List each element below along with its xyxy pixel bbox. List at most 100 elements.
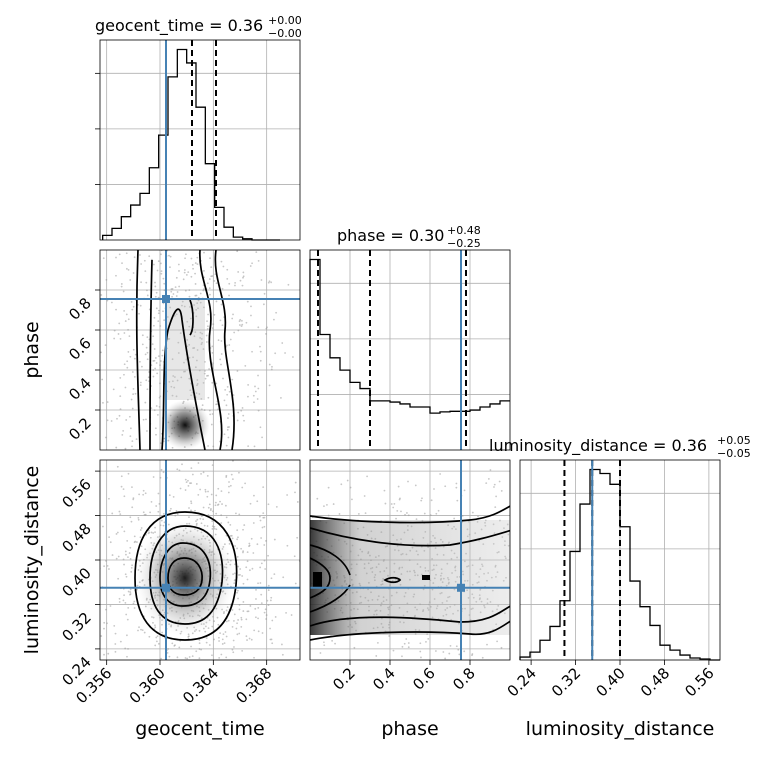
sample-point <box>190 509 192 512</box>
sample-point <box>121 262 123 264</box>
sample-point <box>177 352 180 354</box>
sample-point <box>220 653 223 656</box>
sample-point <box>302 570 304 572</box>
sample-point <box>105 451 107 453</box>
sample-point <box>203 372 206 375</box>
sample-point <box>184 657 187 659</box>
sample-point <box>260 562 263 565</box>
sample-point <box>249 244 251 246</box>
sample-point <box>171 642 174 645</box>
sample-point <box>90 440 92 442</box>
sample-point <box>254 611 256 613</box>
sample-point <box>172 206 174 208</box>
sample-point <box>458 662 460 664</box>
sample-point <box>250 305 252 308</box>
sample-point <box>114 632 117 635</box>
sample-point <box>253 656 255 659</box>
sample-point <box>132 497 135 499</box>
sample-point <box>545 670 547 672</box>
sample-point <box>219 632 222 634</box>
sample-point <box>148 223 150 225</box>
sample-point <box>231 457 233 459</box>
sample-point <box>95 269 97 271</box>
sample-point <box>200 515 203 517</box>
sample-point <box>212 510 214 513</box>
sample-point <box>158 396 161 399</box>
sample-point <box>292 356 294 358</box>
sample-point <box>189 672 191 674</box>
sample-point <box>243 209 245 211</box>
sample-point <box>155 307 158 310</box>
sample-point <box>243 568 245 570</box>
sample-point <box>115 308 117 311</box>
sample-point <box>187 502 189 504</box>
sample-point <box>180 151 182 153</box>
sample-point <box>257 630 260 633</box>
sample-point <box>273 525 275 527</box>
sample-point <box>512 548 514 550</box>
sample-point <box>323 644 326 647</box>
sample-point <box>230 465 232 467</box>
sample-point <box>401 675 403 677</box>
sample-point <box>227 521 230 524</box>
sample-point <box>141 204 143 206</box>
sample-point <box>122 429 125 432</box>
sample-point <box>290 561 292 563</box>
sample-point <box>228 282 231 285</box>
sample-point <box>185 253 187 256</box>
sample-point <box>158 502 161 505</box>
sample-point <box>526 577 528 579</box>
sample-point <box>569 695 571 697</box>
sample-point <box>175 228 177 230</box>
sample-point <box>221 512 223 514</box>
sample-point <box>94 247 96 249</box>
sample-point <box>194 135 196 137</box>
sample-point <box>184 192 186 194</box>
sample-point <box>267 589 270 592</box>
sample-point <box>191 263 194 266</box>
sample-point <box>419 642 422 645</box>
sample-point <box>211 351 214 354</box>
sample-point <box>203 269 205 272</box>
sample-point <box>257 582 259 585</box>
sample-point <box>154 367 157 370</box>
sample-point <box>229 484 232 487</box>
sample-point <box>249 502 252 505</box>
sample-point <box>187 636 190 638</box>
sample-point <box>211 464 214 467</box>
sample-point <box>151 175 153 177</box>
sample-point <box>567 606 569 608</box>
sample-point <box>154 644 157 647</box>
sample-point <box>195 308 198 311</box>
sample-point <box>199 336 202 339</box>
sample-point <box>463 489 466 492</box>
sample-point <box>110 420 113 422</box>
sample-point <box>119 377 122 379</box>
sample-point <box>384 502 387 505</box>
sample-point <box>162 471 165 474</box>
sample-point <box>262 486 265 489</box>
sample-point <box>224 120 226 122</box>
sample-point <box>151 109 153 111</box>
hist-panel-geocent_time <box>95 39 301 241</box>
sample-point <box>190 317 192 320</box>
density-core <box>160 400 210 450</box>
sample-point <box>274 484 276 486</box>
sample-point <box>535 491 537 493</box>
sample-point <box>103 627 105 630</box>
sample-point <box>304 586 306 588</box>
sample-point <box>105 608 107 611</box>
sample-point <box>123 373 125 376</box>
sample-point <box>168 494 171 497</box>
sample-point <box>191 494 193 496</box>
sample-point <box>92 439 94 441</box>
sample-point <box>117 577 120 580</box>
sample-point <box>237 597 239 600</box>
sample-point <box>298 544 300 546</box>
sample-point <box>88 520 90 522</box>
sample-point <box>115 256 117 259</box>
sample-point <box>184 489 187 491</box>
sample-point <box>375 655 378 657</box>
sample-point <box>197 307 199 310</box>
sample-point <box>255 588 257 591</box>
